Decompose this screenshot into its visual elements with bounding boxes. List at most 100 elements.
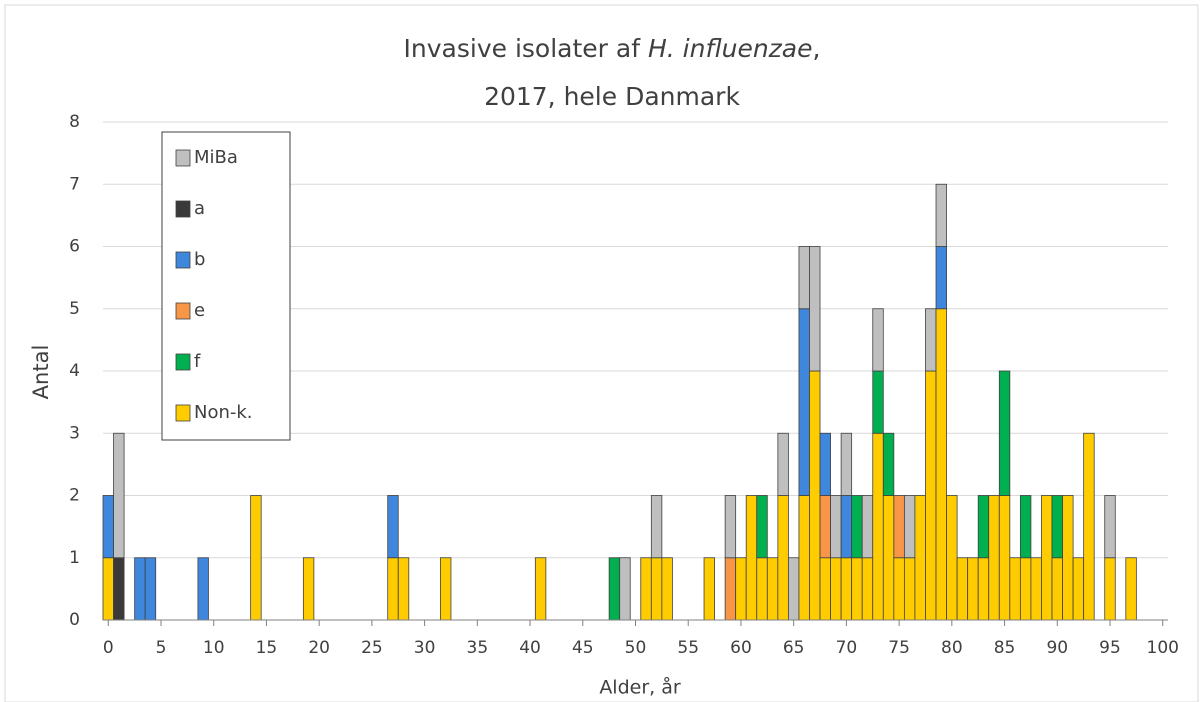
bar-segment [440, 557, 452, 621]
bar-segment [956, 557, 969, 621]
bar-segment [935, 308, 947, 621]
bar-segment [397, 557, 410, 621]
bar-segment [1062, 495, 1074, 621]
x-tick-label: 70 [836, 638, 858, 658]
legend-label: Non-k. [194, 402, 253, 423]
bar-segment [798, 246, 810, 310]
bar-segment [756, 495, 768, 559]
bar-segment [925, 308, 937, 372]
bar-segment [1104, 495, 1116, 559]
bar-segment [809, 246, 821, 372]
bar-segment [840, 495, 853, 559]
bar-segment [840, 557, 853, 621]
x-tick-label: 0 [103, 638, 114, 658]
y-tick-label: 6 [69, 237, 80, 257]
bar-segment [766, 557, 779, 621]
bar-segment [387, 557, 399, 621]
chart-title: 2017, hele Danmark [484, 82, 740, 111]
title-part: Invasive isolater af [404, 34, 648, 63]
x-tick-label: 5 [156, 638, 167, 658]
bar-segment [661, 557, 673, 621]
y-tick-label: 7 [69, 174, 80, 194]
y-tick-label: 3 [69, 423, 80, 443]
chart-title: Invasive isolater af H. influenzae, [404, 34, 821, 63]
bar-segment [872, 308, 884, 372]
legend-label: a [194, 198, 205, 219]
bar-segment [819, 432, 831, 496]
bar-segment [967, 557, 979, 621]
legend-label: f [194, 351, 201, 372]
x-tick-label: 90 [1046, 638, 1068, 658]
bar-segment [1083, 432, 1095, 621]
y-tick-label: 4 [69, 361, 80, 381]
x-tick-label: 30 [414, 638, 436, 658]
bar-segment [1009, 557, 1021, 621]
title-part: 2017, hele Danmark [484, 82, 740, 111]
legend-label: MiBa [194, 147, 238, 168]
bar-segment [998, 370, 1011, 496]
y-tick-label: 1 [69, 548, 80, 568]
legend: Non-k. f e b a MiBa [161, 131, 291, 441]
bar-segment [619, 557, 631, 621]
bar-segment [144, 557, 157, 621]
bar-segment [914, 495, 926, 621]
bar-segment [882, 432, 895, 496]
x-tick-label: 25 [361, 638, 383, 658]
bar-segment [893, 495, 905, 559]
x-tick-label: 55 [677, 638, 699, 658]
x-tick-label: 40 [519, 638, 541, 658]
x-tick-label: 15 [256, 638, 278, 658]
bar-segment [851, 557, 863, 621]
bar-segment [1104, 557, 1116, 621]
x-tick-label: 100 [1147, 638, 1179, 658]
bar-segment [250, 495, 262, 621]
x-tick-label: 65 [783, 638, 805, 658]
bar-segment [650, 495, 663, 559]
legend-swatch [175, 251, 191, 269]
title-part: H. influenzae [648, 34, 813, 63]
y-tick-label: 5 [69, 299, 80, 319]
bar-segment [113, 557, 125, 621]
bar-segment [650, 557, 663, 621]
title-part: , [813, 34, 821, 63]
bar-segment [1041, 495, 1053, 621]
x-tick-label: 45 [572, 638, 594, 658]
bar-segment [819, 495, 831, 559]
bar-segment [1125, 557, 1137, 621]
x-tick-label: 35 [467, 638, 489, 658]
bar-segment [798, 495, 810, 621]
bar-segment [935, 246, 947, 310]
bar-segment [872, 370, 884, 434]
bar-segment [534, 557, 547, 621]
bar-segment [745, 495, 758, 621]
bar-segment [735, 557, 747, 621]
x-tick-label: 75 [888, 638, 910, 658]
bar-segment [387, 495, 399, 559]
legend-label: e [194, 300, 205, 321]
bar-segment [1019, 495, 1032, 559]
bar-segment [977, 557, 990, 621]
legend-swatch [175, 200, 191, 218]
legend-label: b [194, 249, 205, 270]
bar-segment [861, 495, 874, 559]
bar-segment [988, 495, 1000, 621]
bar-segment [703, 557, 715, 621]
bar-segment [787, 557, 800, 621]
bar-segment [102, 495, 114, 559]
bar-segment [302, 557, 315, 621]
bar-segment [830, 495, 842, 559]
bar-segment [903, 557, 916, 621]
legend-swatch [175, 149, 191, 167]
bar-segment [724, 557, 737, 621]
bar-segment [777, 432, 789, 496]
y-axis-label: Antal [29, 345, 53, 400]
y-tick-label: 2 [69, 486, 80, 506]
x-axis-label: Alder, år [599, 676, 681, 699]
x-tick-label: 80 [941, 638, 963, 658]
y-tick-label: 0 [69, 610, 80, 630]
bar-segment [851, 495, 863, 559]
bar-segment [1019, 557, 1032, 621]
bar-segment [1072, 557, 1085, 621]
bar-segment [872, 432, 884, 621]
x-tick-label: 60 [730, 638, 752, 658]
